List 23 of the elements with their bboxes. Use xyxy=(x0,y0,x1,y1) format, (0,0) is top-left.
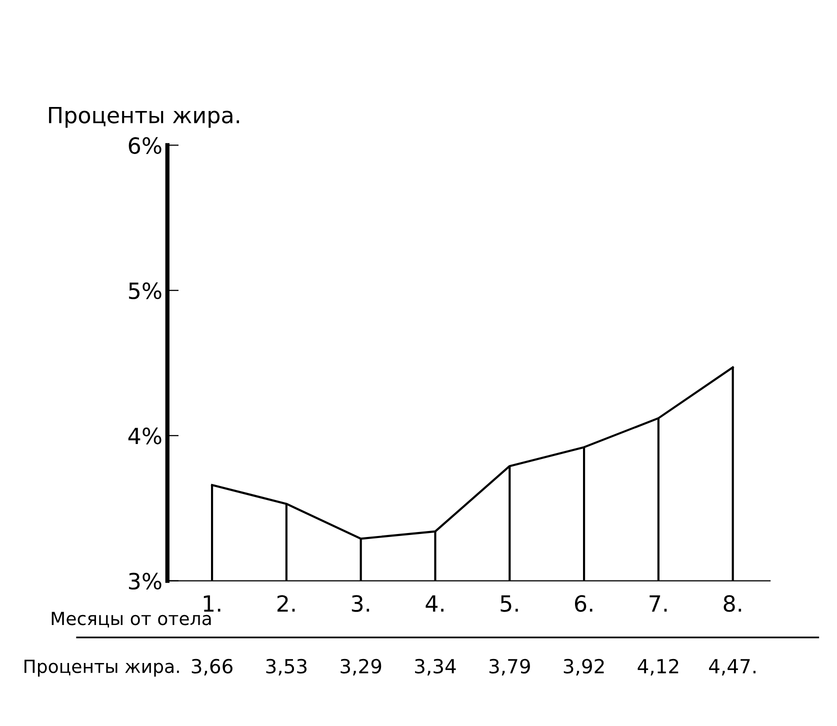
y-axis-title: Проценты жира. xyxy=(49,106,240,128)
x-tick-label: 7. xyxy=(650,595,667,612)
text: 3,29 xyxy=(340,658,382,676)
x-tick-label: 1. xyxy=(204,595,220,612)
text: 3,79 xyxy=(489,658,530,676)
y-tick-label: 6% xyxy=(128,137,162,154)
text: 4,12 xyxy=(638,658,678,676)
x-tick-label: 8. xyxy=(724,595,742,612)
text: Проценты жира. xyxy=(24,660,179,677)
x-axis-title: Месяцы от отела xyxy=(52,612,211,628)
x-tick-label: 4. xyxy=(426,595,444,612)
text: 3,53 xyxy=(266,658,307,676)
x-tick-label: 5. xyxy=(500,595,518,612)
text: 4,47. xyxy=(709,659,756,676)
y-tick-label: 4% xyxy=(128,428,162,444)
y-tick-label: 5% xyxy=(129,282,162,300)
x-tick-label: 2. xyxy=(277,595,295,612)
x-tick-label: 6. xyxy=(574,595,592,612)
x-tick-label: 3. xyxy=(352,595,370,612)
text: 3,66 xyxy=(192,658,232,676)
y-tick-label: 3% xyxy=(128,572,162,590)
text: 3,34 xyxy=(415,658,456,676)
text: 3,92 xyxy=(564,658,604,676)
